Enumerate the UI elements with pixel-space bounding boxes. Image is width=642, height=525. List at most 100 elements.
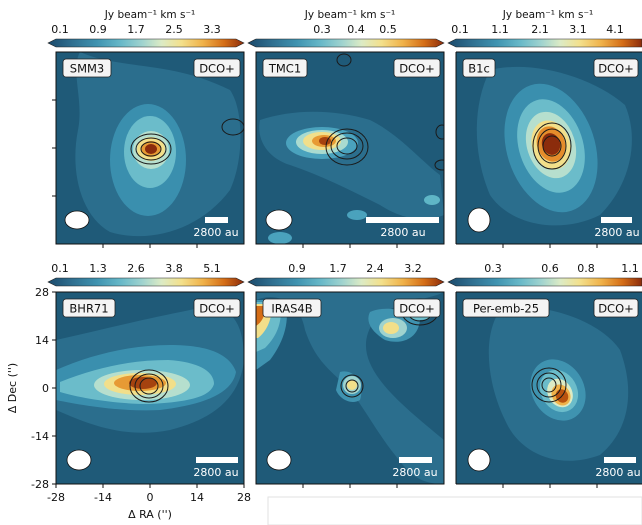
scalebar: [604, 457, 636, 463]
colorbar-tick-label: 0.1: [51, 262, 69, 275]
scalebar-label: 2800 au: [193, 226, 238, 239]
colorbar-tick-label: 1.1: [621, 262, 639, 275]
molecule-box: [593, 298, 639, 318]
molecule-box: [593, 58, 639, 78]
emission-peak: [145, 144, 157, 154]
colorbar: [247, 277, 445, 287]
molecule-label: DCO+: [399, 302, 435, 316]
panel-b1c: 2800 au B1c DCO+: [455, 51, 642, 248]
molecule-label: DCO+: [199, 302, 235, 316]
colorbar-tick-label: 3.1: [569, 23, 587, 36]
continuum-contour: [434, 159, 444, 171]
scalebar-label: 2800 au: [595, 466, 640, 479]
colorbar-tick-label: 0.3: [484, 262, 502, 275]
panel-tmc1: 2800 au TMC1 DCO+: [255, 51, 445, 248]
colorbar-tick-label: 0.1: [451, 23, 469, 36]
colorbar-tick-label: 0.9: [288, 262, 306, 275]
colorbar-bhr71: 0.1 1.3 2.6 3.8 5.1: [47, 262, 245, 287]
y-tick-label: -14: [31, 430, 49, 443]
continuum-contour: [140, 141, 162, 157]
colorbar-label: Jy beam⁻¹ km s⁻¹: [304, 9, 395, 21]
emission-contour: [383, 322, 399, 334]
source-name: TMC1: [268, 62, 301, 76]
molecule-box: [393, 58, 441, 78]
colorbar-b1c: Jy beam⁻¹ km s⁻¹ 0.1 1.1 2.1 3.1 4.1: [447, 9, 642, 48]
colorbar-tick-label: 0.4: [347, 23, 365, 36]
continuum-contour: [325, 128, 369, 166]
empty-frame: [267, 496, 642, 525]
source-name-box: [262, 298, 322, 318]
scalebar: [601, 217, 632, 223]
x-axis-label: Δ RA (''): [128, 508, 172, 521]
beam-ellipse: [64, 210, 90, 230]
x-tick-label: 28: [237, 491, 251, 504]
continuum-contour: [336, 53, 352, 67]
source-name: BHR71: [69, 302, 108, 316]
continuum-contour: [542, 135, 562, 157]
beam-ellipse: [467, 207, 491, 233]
molecule-label: DCO+: [598, 62, 634, 76]
continuum-contour: [532, 122, 572, 170]
continuum-contour: [135, 137, 167, 161]
colorbar-tick-label: 5.1: [203, 262, 221, 275]
continuum-contour: [345, 379, 359, 393]
colorbar-per-emb-25: 0.3 0.6 0.8 1.1: [447, 262, 642, 287]
beam-ellipse: [66, 449, 92, 471]
colorbar-tick-label: 3.3: [203, 23, 221, 36]
colorbar-label: Jy beam⁻¹ km s⁻¹: [502, 9, 593, 21]
colorbar-iras4b: 0.9 1.7 2.4 3.2: [247, 262, 445, 287]
colorbar-tick-label: 2.4: [366, 262, 384, 275]
colorbar-tick-label: 0.9: [89, 23, 107, 36]
beam-ellipse: [266, 449, 292, 471]
source-name-box: [62, 58, 112, 78]
molecule-box: [193, 58, 241, 78]
colorbar: [447, 277, 642, 287]
colorbar-tick-label: 0.5: [379, 23, 397, 36]
colorbar-smm3: Jy beam⁻¹ km s⁻¹ 0.1 0.9 1.7 2.5 3.3: [47, 9, 245, 48]
molecule-label: DCO+: [399, 62, 435, 76]
source-name: SMM3: [70, 62, 104, 76]
y-tick-label: 14: [35, 334, 49, 347]
panel-per-emb-25: 2800 au Per-emb-25 DCO+: [455, 291, 642, 488]
colorbar-tick-label: 0.1: [51, 23, 69, 36]
colorbar-tick-label: 3.2: [404, 262, 422, 275]
continuum-contour: [435, 124, 444, 140]
emission-contour: [347, 210, 367, 220]
continuum-contour: [139, 377, 159, 395]
panel-smm3: 2800 au SMM3 DCO+: [52, 51, 245, 248]
colorbar-tick-label: 2.1: [531, 23, 549, 36]
beam-ellipse: [265, 209, 293, 231]
molecule-label: DCO+: [598, 302, 634, 316]
panel-iras4b: 2800 au IRAS4B DCO+: [255, 291, 445, 488]
source-name-box: [62, 298, 116, 318]
molecule-label: DCO+: [199, 62, 235, 76]
scalebar: [366, 217, 439, 223]
continuum-contour: [130, 133, 172, 165]
source-name: IRAS4B: [271, 302, 312, 316]
emission-contour: [347, 380, 357, 390]
continuum-contour: [536, 372, 562, 398]
beam-ellipse: [467, 448, 491, 472]
colorbar-tick-label: 1.1: [491, 23, 509, 36]
scalebar: [399, 457, 432, 463]
scalebar-label: 2800 au: [380, 226, 425, 239]
colorbar: [47, 277, 245, 287]
colorbar-tick-label: 3.8: [165, 262, 183, 275]
colorbar-tick-label: 1.7: [329, 262, 347, 275]
colorbar-tick-label: 1.3: [89, 262, 107, 275]
scalebar: [205, 217, 228, 223]
source-name: B1c: [468, 62, 490, 76]
x-tick-label: -14: [94, 491, 112, 504]
colorbar-tick-label: 2.6: [127, 262, 145, 275]
scalebar-label: 2800 au: [193, 466, 238, 479]
continuum-contour: [221, 118, 244, 136]
scalebar-label: 2800 au: [392, 466, 437, 479]
continuum-contour: [340, 374, 364, 398]
y-tick-label: 0: [42, 382, 49, 395]
y-axis-label: Δ Dec (''): [6, 363, 19, 413]
colorbar: [247, 38, 445, 48]
emission-contour: [268, 232, 292, 244]
continuum-contour: [129, 369, 169, 403]
y-tick-label: -28: [31, 478, 49, 491]
